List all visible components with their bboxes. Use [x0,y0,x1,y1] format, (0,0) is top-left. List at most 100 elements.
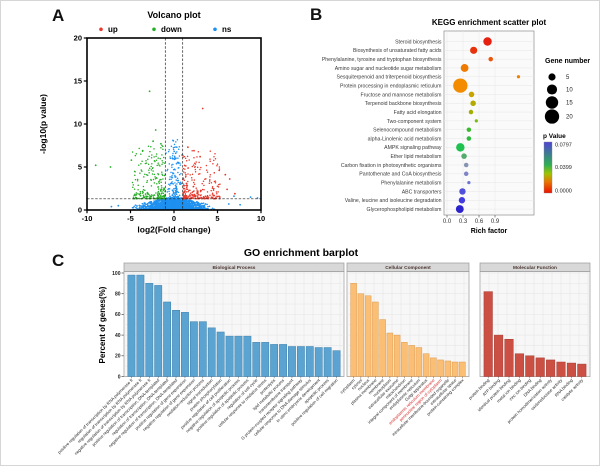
kegg-size-legend-dot [544,109,560,124]
kegg-dot [453,78,468,93]
go-ytick: 60 [115,312,121,318]
go-facet-2: Cellular Componentcytoplasmcytosolnucleu… [339,262,470,437]
volcano-legend-label-down: down [161,25,182,34]
kegg-pathway-label: Sesquiterpenoid and triterpenoid biosynt… [337,75,442,81]
go-ytick: 40 [115,333,121,339]
kegg-dot [458,197,466,204]
kegg-pvalue-tick: 0.0399 [555,165,572,171]
volcano-points-up [182,107,236,200]
kegg-size-legend-title: Gene number [545,58,590,65]
go-bars [483,291,587,377]
kegg-dot [466,136,472,141]
kegg-size-legend-dot [548,73,556,81]
kegg-pathway-label: Glycerophospholipid metabolism [367,207,442,213]
kegg-dot [463,162,469,168]
kegg-pathway-label: Selenocompound metabolism [373,128,441,134]
kegg-xtick: 0.3 [459,219,468,225]
kegg-pathway-label: Phenylalanine metabolism [381,181,442,187]
kegg-size-legend-value: 15 [566,101,573,107]
kegg-color-legend-title: p Value [543,133,566,140]
panel-b-kegg: KEGG enrichment scatter plot Steroid bios… [322,18,591,235]
volcano-xtick: 10 [257,214,265,223]
go-ytick: 0 [118,374,121,380]
kegg-pathway-label: Valine, leucine and isoleucine degradati… [345,198,442,204]
kegg-dot [516,75,521,79]
kegg-xtick: 0.6 [475,219,484,225]
panel-b-letter: B [310,5,323,24]
go-facet-label: Molecular Function [513,265,557,271]
kegg-title: KEGG enrichment scatter plot [432,18,547,27]
volcano-ytick: 0 [78,206,82,215]
kegg-size-legend-dot [545,96,559,109]
go-ytick: 80 [115,292,121,298]
volcano-legend-label-up: up [108,25,118,34]
kegg-pathway-label: Ether lipid metabolism [390,154,441,160]
kegg-dot [460,64,469,72]
kegg-dot [467,181,471,185]
volcano-xlabel: log2(Fold change) [137,225,210,235]
volcano-xtick: -10 [82,214,93,223]
kegg-dot [455,205,464,213]
go-ytick: 20 [115,354,121,360]
kegg-dot [468,91,475,98]
kegg-pathway-label: AMPK signaling pathway [384,145,442,151]
kegg-dot [468,109,474,115]
kegg-pathway-label: Protein processing in endoplasmic reticu… [340,84,442,90]
kegg-pvalue-gradient [543,141,553,194]
kegg-size-legend-value: 20 [566,115,573,121]
go-title: GO enrichment barplot [244,247,359,259]
go-facet-label: Biological Process [213,265,256,271]
panel-a-letter: A [52,6,65,25]
kegg-pathway-label: Fructose and mannose metabolism [360,92,441,98]
kegg-dot [466,127,472,132]
kegg-pathway-label: Phenylalanine, tyrosine and tryptophan b… [322,57,442,63]
volcano-points-ns [110,138,259,211]
kegg-pvalue-tick: 0.0797 [555,143,572,149]
panel-c-letter: C [52,251,65,270]
kegg-size-legend-value: 5 [566,75,570,81]
kegg-pathway-label: Terpenoid backbone biosynthesis [365,101,442,107]
volcano-points [94,90,259,211]
kegg-pathway-label: Steroid biosynthesis [395,39,442,45]
volcano-frame [86,37,262,211]
go-facet-strip [346,262,470,272]
volcano-legend-dot-up [99,27,103,32]
volcano-ytick: 5 [78,163,82,172]
volcano-ytick: 10 [74,120,82,129]
kegg-pathway-label: ABC transporters [402,189,442,195]
go-ylabel: Percent of genes(%) [98,286,107,363]
volcano-points-down [94,90,166,200]
go-facet-strip [123,262,345,272]
kegg-pathway-label: Fatty acid elongation [394,110,442,116]
kegg-dot [474,119,478,123]
volcano-xtick: -5 [127,214,134,223]
kegg-pathway-label: Two-component system [387,119,442,125]
panel-a-volcano: Volcano plot up down ns -10 -5 0 5 10 0 5 10 15 20 log… [38,10,265,235]
kegg-panel [443,30,535,216]
go-ytick: 100 [112,271,121,277]
kegg-pathway-label: alpha-Linolenic acid metabolism [368,136,442,142]
panel-c-go: GO enrichment barplot Percent of genes(%)… [57,247,591,456]
go-bars [350,283,466,377]
kegg-xtick: 0.0 [443,219,452,225]
volcano-legend-label-ns: ns [222,25,232,34]
volcano-xtick: 5 [215,214,219,223]
kegg-dot [483,37,492,46]
kegg-dot [461,153,467,159]
volcano-ytick: 15 [74,77,82,86]
kegg-size-legend-value: 10 [566,88,573,94]
kegg-dot [463,171,469,177]
go-facet-strip [479,262,591,272]
volcano-legend-dot-down [152,27,156,32]
kegg-xtick: 0.9 [491,219,500,225]
kegg-size-legend-dot [546,84,558,95]
kegg-dot [470,46,478,54]
kegg-pathway-label: Biosynthesis of unsaturated fatty acids [353,48,442,54]
kegg-pathway-label: Amino sugar and nucleotide sugar metabol… [335,66,442,72]
volcano-title: Volcano plot [147,10,200,20]
volcano-ytick: 20 [74,34,82,43]
volcano-ylabel: -log10(p value) [38,94,48,154]
